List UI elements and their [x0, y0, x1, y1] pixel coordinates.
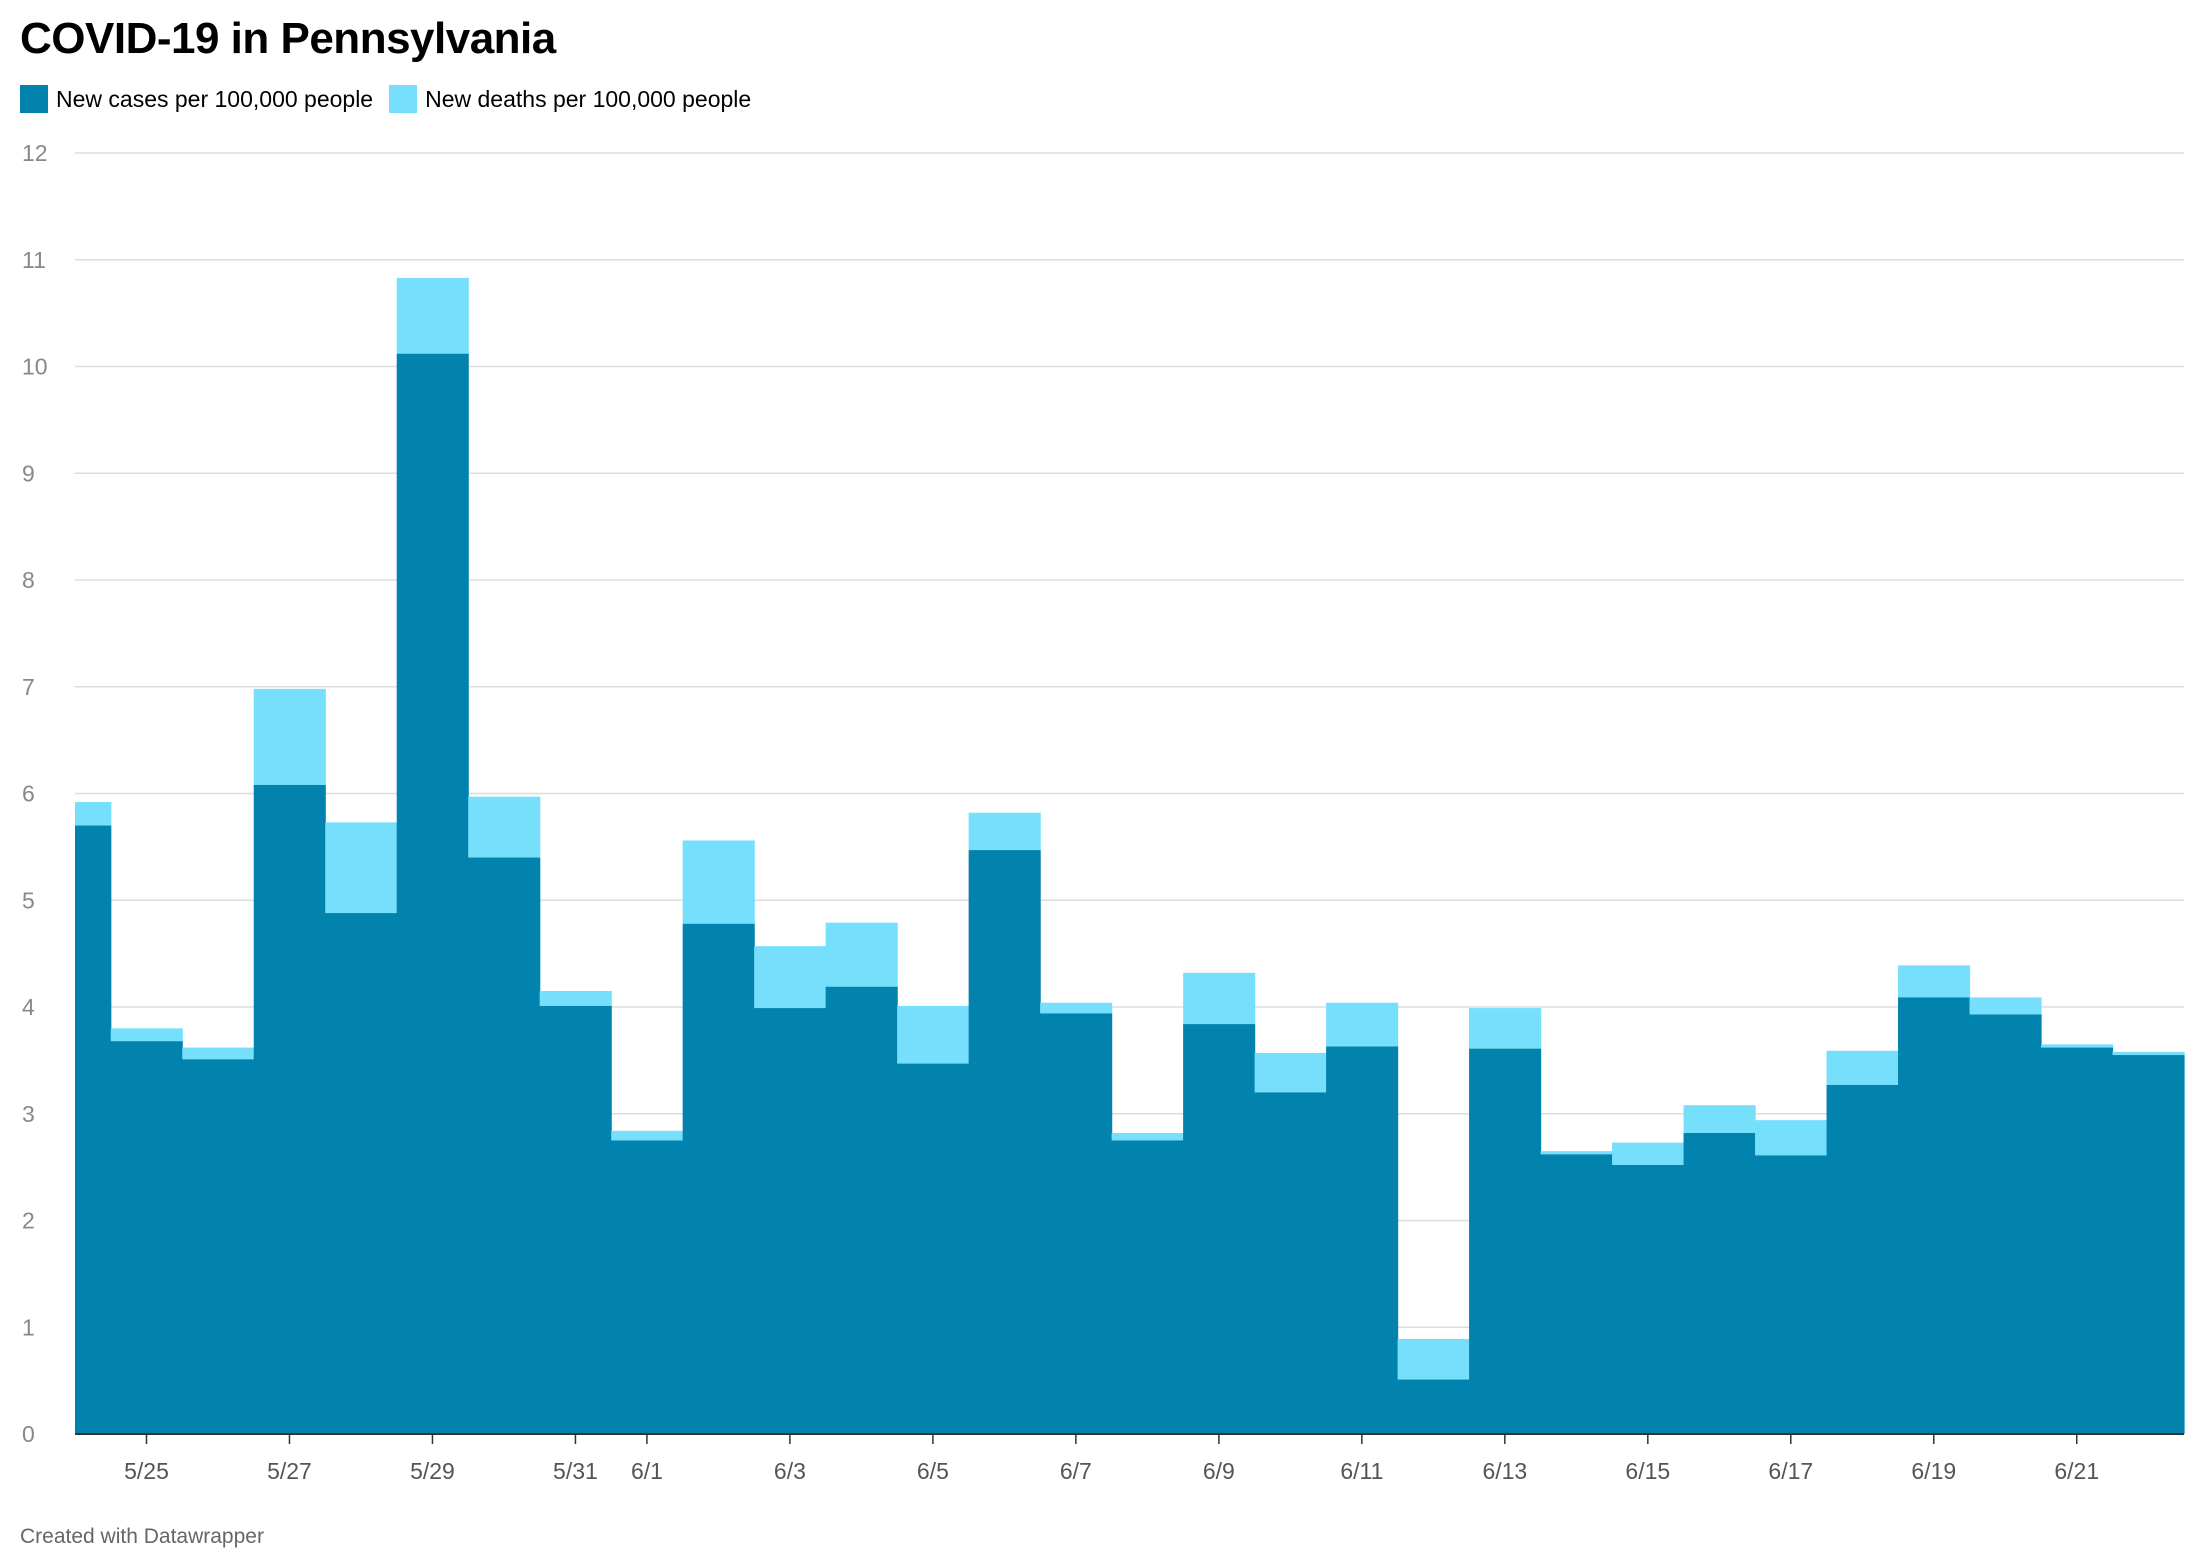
cases-segment-5/27	[253, 784, 326, 1434]
deaths-segment-6/13	[1469, 1008, 1542, 1049]
x-tick-label: 6/15	[1625, 1458, 1670, 1484]
y-tick-label: 8	[22, 567, 35, 593]
x-tick-label: 6/13	[1482, 1458, 1527, 1484]
y-tick-label: 3	[22, 1101, 35, 1127]
x-tick-label: 6/9	[1203, 1458, 1235, 1484]
deaths-segment-6/4	[825, 922, 898, 987]
y-tick-label: 0	[22, 1421, 35, 1447]
deaths-segment-6/14	[1540, 1151, 1613, 1155]
y-tick-label: 9	[22, 460, 35, 486]
deaths-segment-6/8	[1111, 1132, 1184, 1141]
cases-segment-6/2	[682, 923, 755, 1434]
deaths-segment-6/2	[682, 840, 755, 924]
cases-segment-5/25	[110, 1041, 183, 1434]
deaths-segment-6/19	[1898, 965, 1971, 998]
deaths-segment-5/30	[468, 796, 541, 858]
cases-segment-6/12	[1397, 1379, 1470, 1434]
x-tick-label: 6/21	[2054, 1458, 2099, 1484]
cases-segment-6/22	[2112, 1055, 2185, 1434]
deaths-segment-5/27	[253, 688, 326, 785]
cases-segment-6/1	[611, 1140, 684, 1434]
deaths-segment-6/3	[754, 946, 827, 1009]
deaths-segment-6/17	[1755, 1120, 1828, 1156]
y-tick-label: 10	[22, 354, 48, 380]
legend-label-deaths: New deaths per 100,000 people	[425, 85, 752, 112]
cases-segment-6/21	[2041, 1047, 2114, 1434]
legend-swatch-cases	[20, 85, 48, 113]
cases-segment-6/13	[1469, 1048, 1542, 1434]
x-tick-label: 6/5	[917, 1458, 949, 1484]
deaths-segment-6/18	[1826, 1050, 1899, 1085]
legend-label-cases: New cases per 100,000 people	[56, 85, 374, 112]
deaths-segment-6/15	[1612, 1142, 1685, 1165]
y-tick-label: 4	[22, 994, 35, 1020]
x-tick-label: 6/17	[1768, 1458, 1813, 1484]
deaths-segment-6/6	[968, 812, 1041, 851]
deaths-segment-6/16	[1683, 1105, 1756, 1133]
cases-segment-5/26	[182, 1059, 255, 1434]
y-tick-label: 12	[22, 140, 48, 166]
x-tick-label: 5/27	[267, 1458, 312, 1484]
legend-item-cases: New cases per 100,000 people	[20, 85, 373, 113]
deaths-segment-5/26	[182, 1047, 255, 1060]
deaths-segment-6/1	[611, 1130, 684, 1141]
cases-segment-6/3	[754, 1008, 827, 1434]
y-tick-label: 1	[22, 1314, 35, 1340]
x-tick-label: 5/29	[410, 1458, 455, 1484]
deaths-segment-5/28	[325, 822, 398, 914]
cases-segment-6/9	[1183, 1024, 1256, 1434]
cases-segment-5/30	[468, 857, 541, 1434]
cases-segment-5/29	[396, 353, 469, 1435]
cases-segment-5/24	[75, 825, 112, 1434]
x-tick-label: 6/3	[774, 1458, 806, 1484]
deaths-segment-6/12	[1397, 1338, 1470, 1380]
deaths-segment-6/9	[1183, 972, 1256, 1025]
chart-title: COVID-19 in Pennsylvania	[20, 14, 556, 63]
deaths-segment-6/20	[1969, 997, 2042, 1015]
legend-item-deaths: New deaths per 100,000 people	[389, 85, 751, 113]
cases-segment-6/16	[1683, 1132, 1756, 1434]
y-tick-label: 5	[22, 887, 35, 913]
cases-segment-6/6	[968, 850, 1041, 1434]
x-tick-label: 6/7	[1060, 1458, 1092, 1484]
y-tick-label: 2	[22, 1208, 35, 1234]
deaths-segment-6/10	[1254, 1052, 1327, 1093]
cases-segment-6/5	[897, 1063, 970, 1434]
y-tick-label: 11	[22, 247, 46, 273]
y-tick-label: 7	[22, 674, 35, 700]
cases-segment-6/11	[1326, 1046, 1399, 1434]
x-tick-label: 5/31	[553, 1458, 598, 1484]
cases-segment-5/31	[539, 1005, 612, 1434]
cases-segment-6/7	[1040, 1013, 1113, 1434]
deaths-segment-5/29	[396, 277, 469, 354]
y-tick-label: 6	[22, 781, 35, 807]
cases-segment-6/10	[1254, 1092, 1327, 1434]
cases-segment-6/19	[1898, 997, 1971, 1434]
legend-swatch-deaths	[389, 85, 418, 113]
cases-segment-6/8	[1111, 1140, 1184, 1434]
deaths-segment-6/22	[2112, 1051, 2185, 1056]
deaths-segment-6/21	[2041, 1044, 2114, 1048]
deaths-segment-6/5	[897, 1005, 970, 1064]
cases-segment-6/15	[1612, 1164, 1685, 1434]
cases-segment-6/20	[1969, 1014, 2042, 1434]
datawrapper-credit: Created with Datawrapper	[20, 1525, 264, 1548]
x-tick-label: 5/25	[124, 1458, 169, 1484]
deaths-segment-6/11	[1326, 1002, 1399, 1047]
deaths-segment-6/7	[1040, 1002, 1113, 1014]
cases-segment-5/28	[325, 913, 398, 1434]
cases-segment-6/17	[1755, 1155, 1828, 1434]
cases-segment-6/14	[1540, 1154, 1613, 1434]
x-tick-label: 6/19	[1911, 1458, 1956, 1484]
deaths-segment-5/24	[75, 802, 112, 826]
chart-legend: New cases per 100,000 people New deaths …	[20, 84, 767, 114]
x-tick-label: 6/1	[631, 1458, 663, 1484]
x-tick-label: 6/11	[1340, 1458, 1383, 1484]
cases-segment-6/4	[825, 986, 898, 1434]
deaths-segment-5/31	[539, 990, 612, 1006]
deaths-segment-5/25	[110, 1028, 183, 1042]
cases-segment-6/18	[1826, 1084, 1899, 1434]
